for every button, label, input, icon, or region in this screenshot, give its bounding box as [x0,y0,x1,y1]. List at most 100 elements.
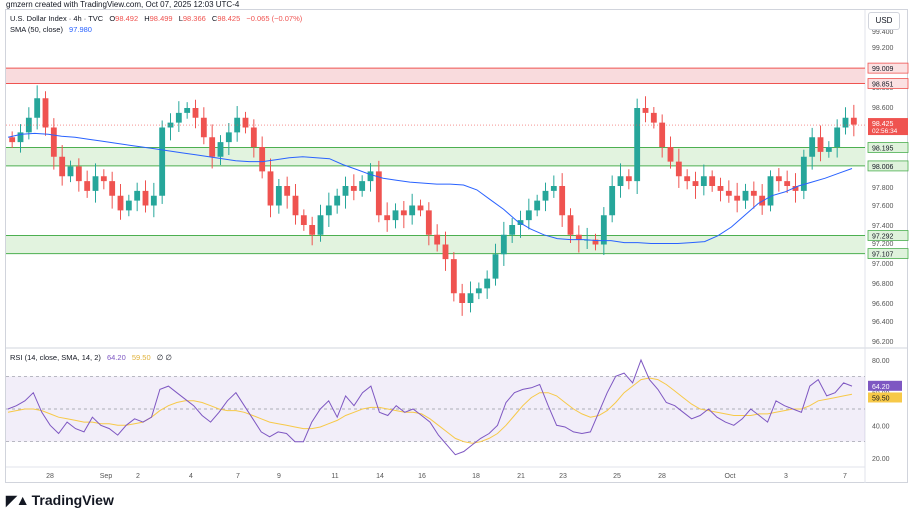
candle-body [342,186,349,196]
tradingview-logo-icon: ◤▲ [6,492,30,508]
candle-body [167,122,174,128]
symbol-line: U.S. Dollar Index · 4h · TVC [10,14,104,23]
rsi-legend[interactable]: RSI (14, close, SMA, 14, 2) 64.20 59.50 … [10,353,176,362]
sma-line[interactable] [7,132,853,244]
candle-body [242,117,249,128]
candle-body [559,186,566,216]
candle-body [617,176,624,186]
candle-body [284,186,291,196]
price-axis-tick: 96.400 [872,319,894,326]
zone-support-1[interactable] [6,147,865,166]
candle-body [750,190,757,196]
time-axis-tick: Oct [725,473,736,480]
rsi-last-label: 64.20 [872,384,890,391]
price-axis-tick: 97.800 [872,185,894,192]
price-axis-tick: 97.600 [872,203,894,210]
candle-body [159,127,166,196]
candle-body [625,176,632,182]
ohlc-low: L98.366 [179,14,206,23]
candle-body [425,210,432,235]
zone-price-label-bg [867,230,909,241]
sma-value: 97.980 [69,25,92,34]
candle-body [259,147,266,172]
candle-body [267,171,274,206]
currency-button[interactable]: USD [868,12,900,30]
candle-body [600,215,607,245]
tradingview-logo[interactable]: ◤▲ TradingView [6,492,114,509]
ohlc-low-label: L [178,14,183,23]
candle-body [409,205,416,216]
candle-body [850,117,857,125]
candle-body [275,186,282,206]
time-axis-tick: 21 [517,473,525,480]
candle-body [84,181,91,191]
time-axis-tick: 7 [236,473,240,480]
sma-legend[interactable]: SMA (50, close) 97.980 [10,25,96,34]
zone-price-label: 97.292 [872,234,894,241]
time-axis-tick: 11 [331,473,338,480]
rsi-last-label-bg [868,380,902,391]
symbol-legend[interactable]: U.S. Dollar Index · 4h · TVC O98.492 H98… [10,14,306,23]
candle-body [200,117,207,138]
zone-price-label: 98.851 [872,82,894,89]
candle-body [692,181,699,186]
time-axis-tick: 28 [46,473,54,480]
ohlc-open-label: O [109,14,116,23]
candle-body [809,137,816,157]
candle-body [700,176,707,186]
candle-body [509,225,516,235]
candle-body [492,254,499,279]
zone-price-label-bg [867,142,909,153]
rsi-axis-tick: 40.00 [872,423,890,430]
candle-body [250,127,257,147]
candle-body [775,176,782,182]
zone-price-label: 98.195 [872,145,894,152]
candle-body [134,190,141,201]
price-axis-tick: 99.200 [872,45,894,52]
bar-countdown: 02:56:34 [872,128,898,135]
sma-label: SMA (50, close) [10,25,63,34]
candle-body [375,171,382,216]
rsi-value: 64.20 [106,353,126,362]
zone-support-2[interactable] [6,235,865,254]
candle-body [300,215,307,225]
candle-body [192,108,199,118]
chart-frame [5,9,908,483]
price-axis-tick: 96.200 [872,339,894,346]
candle-body [67,166,74,177]
candle-body [309,225,316,235]
candle-body [142,190,149,206]
candle-body [484,278,491,289]
candle-body [609,186,616,216]
price-axis-tick: 97.200 [872,241,894,248]
rsi-line[interactable] [7,358,853,456]
ohlc-close: C98.425 [212,14,240,23]
candle-body [675,161,682,177]
ohlc-high-label: H [144,14,150,23]
candle-body [100,176,107,182]
candle-body [467,293,474,303]
time-axis-tick: 14 [376,473,384,480]
candle-body [684,176,691,182]
candle-body [792,186,799,191]
candle-body [767,176,774,206]
ohlc-open-value: 98.492 [115,14,139,23]
zone-resistance-0[interactable] [6,68,865,84]
rsi-label: RSI (14, close, SMA, 14, 2) [10,353,101,362]
candle-body [650,112,657,123]
candle-body [800,156,807,191]
candle-body [25,117,32,133]
zone-price-label-bg [867,62,909,74]
candle-body [184,108,191,113]
candle-body [659,122,666,147]
price-change: −0.065 (−0.07%) [246,14,303,23]
candle-body [592,239,599,245]
candle-body [225,132,232,143]
candle-body [150,195,157,206]
candle-body [500,234,507,255]
candle-body [834,127,841,147]
price-axis-tick: 97.400 [872,223,894,230]
candle-body [734,195,741,201]
candle-body [534,200,541,211]
